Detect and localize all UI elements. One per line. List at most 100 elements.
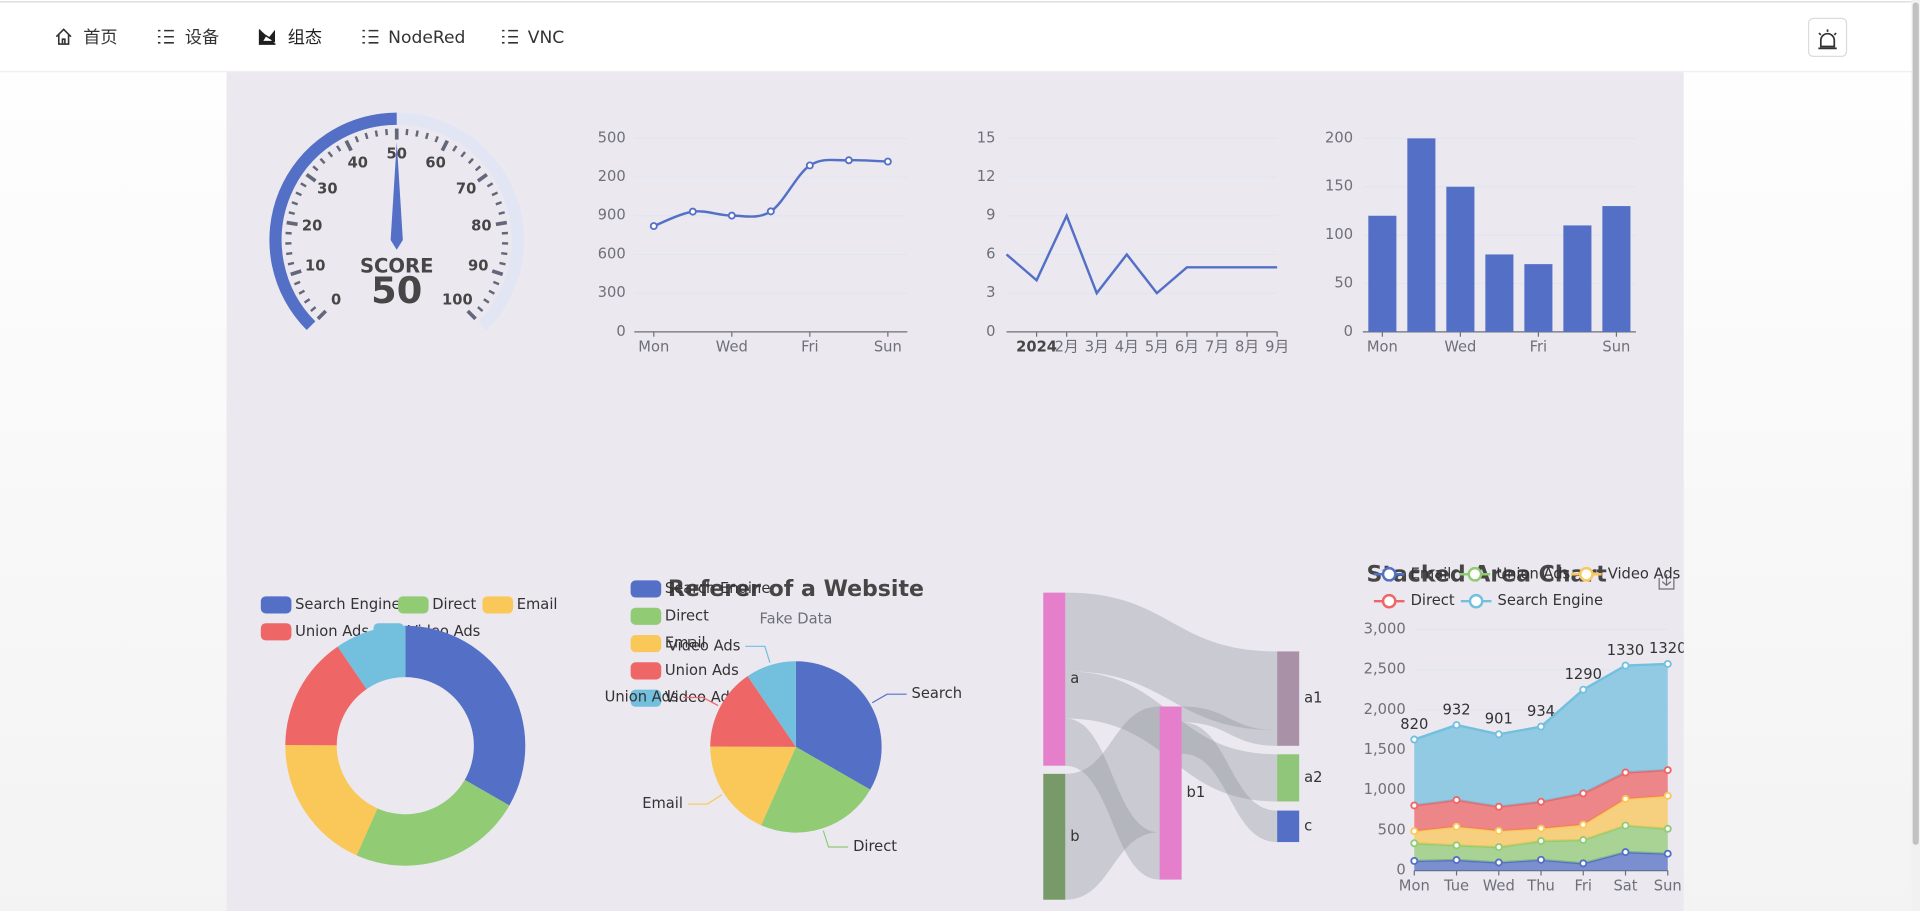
point — [1410, 827, 1419, 836]
y-tick-label: 1200 — [588, 168, 625, 185]
gauge-minor-tick — [452, 145, 458, 152]
list-icon — [362, 29, 379, 44]
gauge-tick-label: 30 — [317, 181, 337, 198]
gauge-tick — [344, 139, 353, 152]
point — [1494, 802, 1503, 811]
y-tick-label: 12 — [977, 168, 996, 185]
gauge-minor-tick — [300, 182, 307, 188]
legend-swatch — [630, 580, 662, 598]
pie-slice — [761, 746, 871, 833]
sankey-link — [1065, 592, 1278, 731]
bar — [1446, 186, 1475, 332]
gauge-tick — [491, 269, 504, 277]
x-tick-label: Mon — [1367, 339, 1398, 356]
nav-item: NodeRed — [388, 28, 465, 48]
x-tick-label: 4月 — [1115, 339, 1139, 356]
nav-bar — [0, 0, 1920, 72]
nav-config[interactable]: 组态 — [258, 28, 322, 48]
gauge-tick — [440, 139, 449, 152]
y-tick-label: 1,000 — [1364, 781, 1406, 798]
y-tick-label: 1,500 — [1364, 741, 1406, 758]
gauge-minor-tick — [291, 201, 299, 206]
gauge-minor-tick — [303, 298, 311, 304]
point — [1663, 659, 1672, 668]
legend-swatch — [482, 596, 514, 614]
legend-label: Email — [1411, 565, 1452, 582]
alarm-button[interactable] — [1807, 17, 1848, 57]
line — [1005, 212, 1278, 296]
legend-swatch — [397, 596, 429, 614]
nav-nodered[interactable]: NodeRed — [362, 28, 465, 48]
node-label: a — [1070, 670, 1079, 687]
y-tick-label: 2,000 — [1364, 701, 1406, 718]
gauge-minor-tick — [293, 280, 301, 286]
point — [1663, 824, 1672, 833]
point — [1452, 841, 1461, 850]
y-tick-label: 100 — [1325, 226, 1353, 243]
gauge-minor-tick — [286, 251, 293, 256]
gauge-minor-tick — [415, 130, 419, 137]
nav-device[interactable]: 设备 — [157, 28, 219, 48]
x-tick-label: Wed — [716, 339, 748, 356]
x-tick-label: 7月 — [1205, 339, 1229, 356]
bar — [1524, 264, 1553, 332]
chart: Referer of a Website Fake Data Search Engi… — [605, 577, 962, 855]
pie-slice — [285, 646, 367, 746]
button-frame — [1807, 17, 1848, 57]
x-tick-label: 5月 — [1145, 339, 1169, 356]
gauge-tick — [466, 309, 477, 321]
point — [1663, 791, 1672, 800]
x-tick-label: 6月 — [1175, 339, 1199, 356]
gauge-minor-tick — [434, 135, 439, 143]
nav-item: VNC — [528, 28, 565, 48]
pie-slice — [710, 746, 796, 826]
point — [1579, 685, 1588, 694]
nav-home[interactable]: 首页 — [55, 28, 118, 48]
legend-label: Search Engine — [665, 580, 770, 597]
bar — [1602, 206, 1631, 332]
chart-title: Referer of a Website — [668, 577, 924, 602]
gauge-minor-tick — [467, 157, 474, 165]
save-icon[interactable] — [1658, 574, 1675, 590]
sankey-node — [1277, 754, 1300, 802]
legend-label: Email — [517, 596, 558, 613]
y-tick-label: 50 — [1334, 274, 1353, 291]
gauge-minor-tick — [319, 157, 326, 165]
node-label: b — [1070, 828, 1079, 845]
sankey-link — [1181, 706, 1278, 746]
bar — [1563, 225, 1592, 332]
nav-vnc[interactable]: VNC — [502, 28, 564, 48]
point — [1579, 836, 1588, 845]
x-tick-label: Fri — [1575, 878, 1593, 895]
point — [1663, 849, 1672, 858]
chart: 0 50 100 150 200 Mon Wed Fri Sun — [1325, 129, 1636, 356]
point — [1621, 821, 1630, 830]
y-tick-label: 0 — [616, 323, 625, 340]
gauge-minor-tick — [492, 280, 500, 286]
data-label: 932 — [1443, 701, 1471, 718]
scrollbar-thumb[interactable] — [1912, 2, 1919, 845]
nav-item: 首页 — [83, 28, 117, 48]
gauge-minor-tick — [486, 182, 494, 188]
gauge-minor-tick — [501, 251, 508, 256]
legend-marker — [1381, 566, 1397, 582]
gauge-tick — [305, 173, 317, 183]
legend-label: Video Ads — [1608, 565, 1681, 582]
point — [1621, 768, 1630, 777]
point — [1494, 730, 1503, 739]
y-tick-label: 9 — [986, 207, 995, 224]
point — [727, 211, 736, 220]
data-label: 1320 — [1649, 640, 1686, 657]
point — [1663, 766, 1672, 775]
gauge-minor-tick — [483, 298, 490, 304]
x-tick-label: Tue — [1443, 878, 1469, 895]
chart-subtitle: Fake Data — [759, 611, 832, 628]
area — [1414, 770, 1668, 832]
home-icon — [55, 28, 72, 45]
point — [1621, 661, 1630, 670]
legend-swatch — [260, 596, 292, 614]
gauge-minor-tick — [405, 128, 409, 136]
legend-label: Union Ads — [665, 662, 739, 679]
y-tick-label: 1500 — [588, 129, 625, 146]
point — [1410, 856, 1419, 865]
